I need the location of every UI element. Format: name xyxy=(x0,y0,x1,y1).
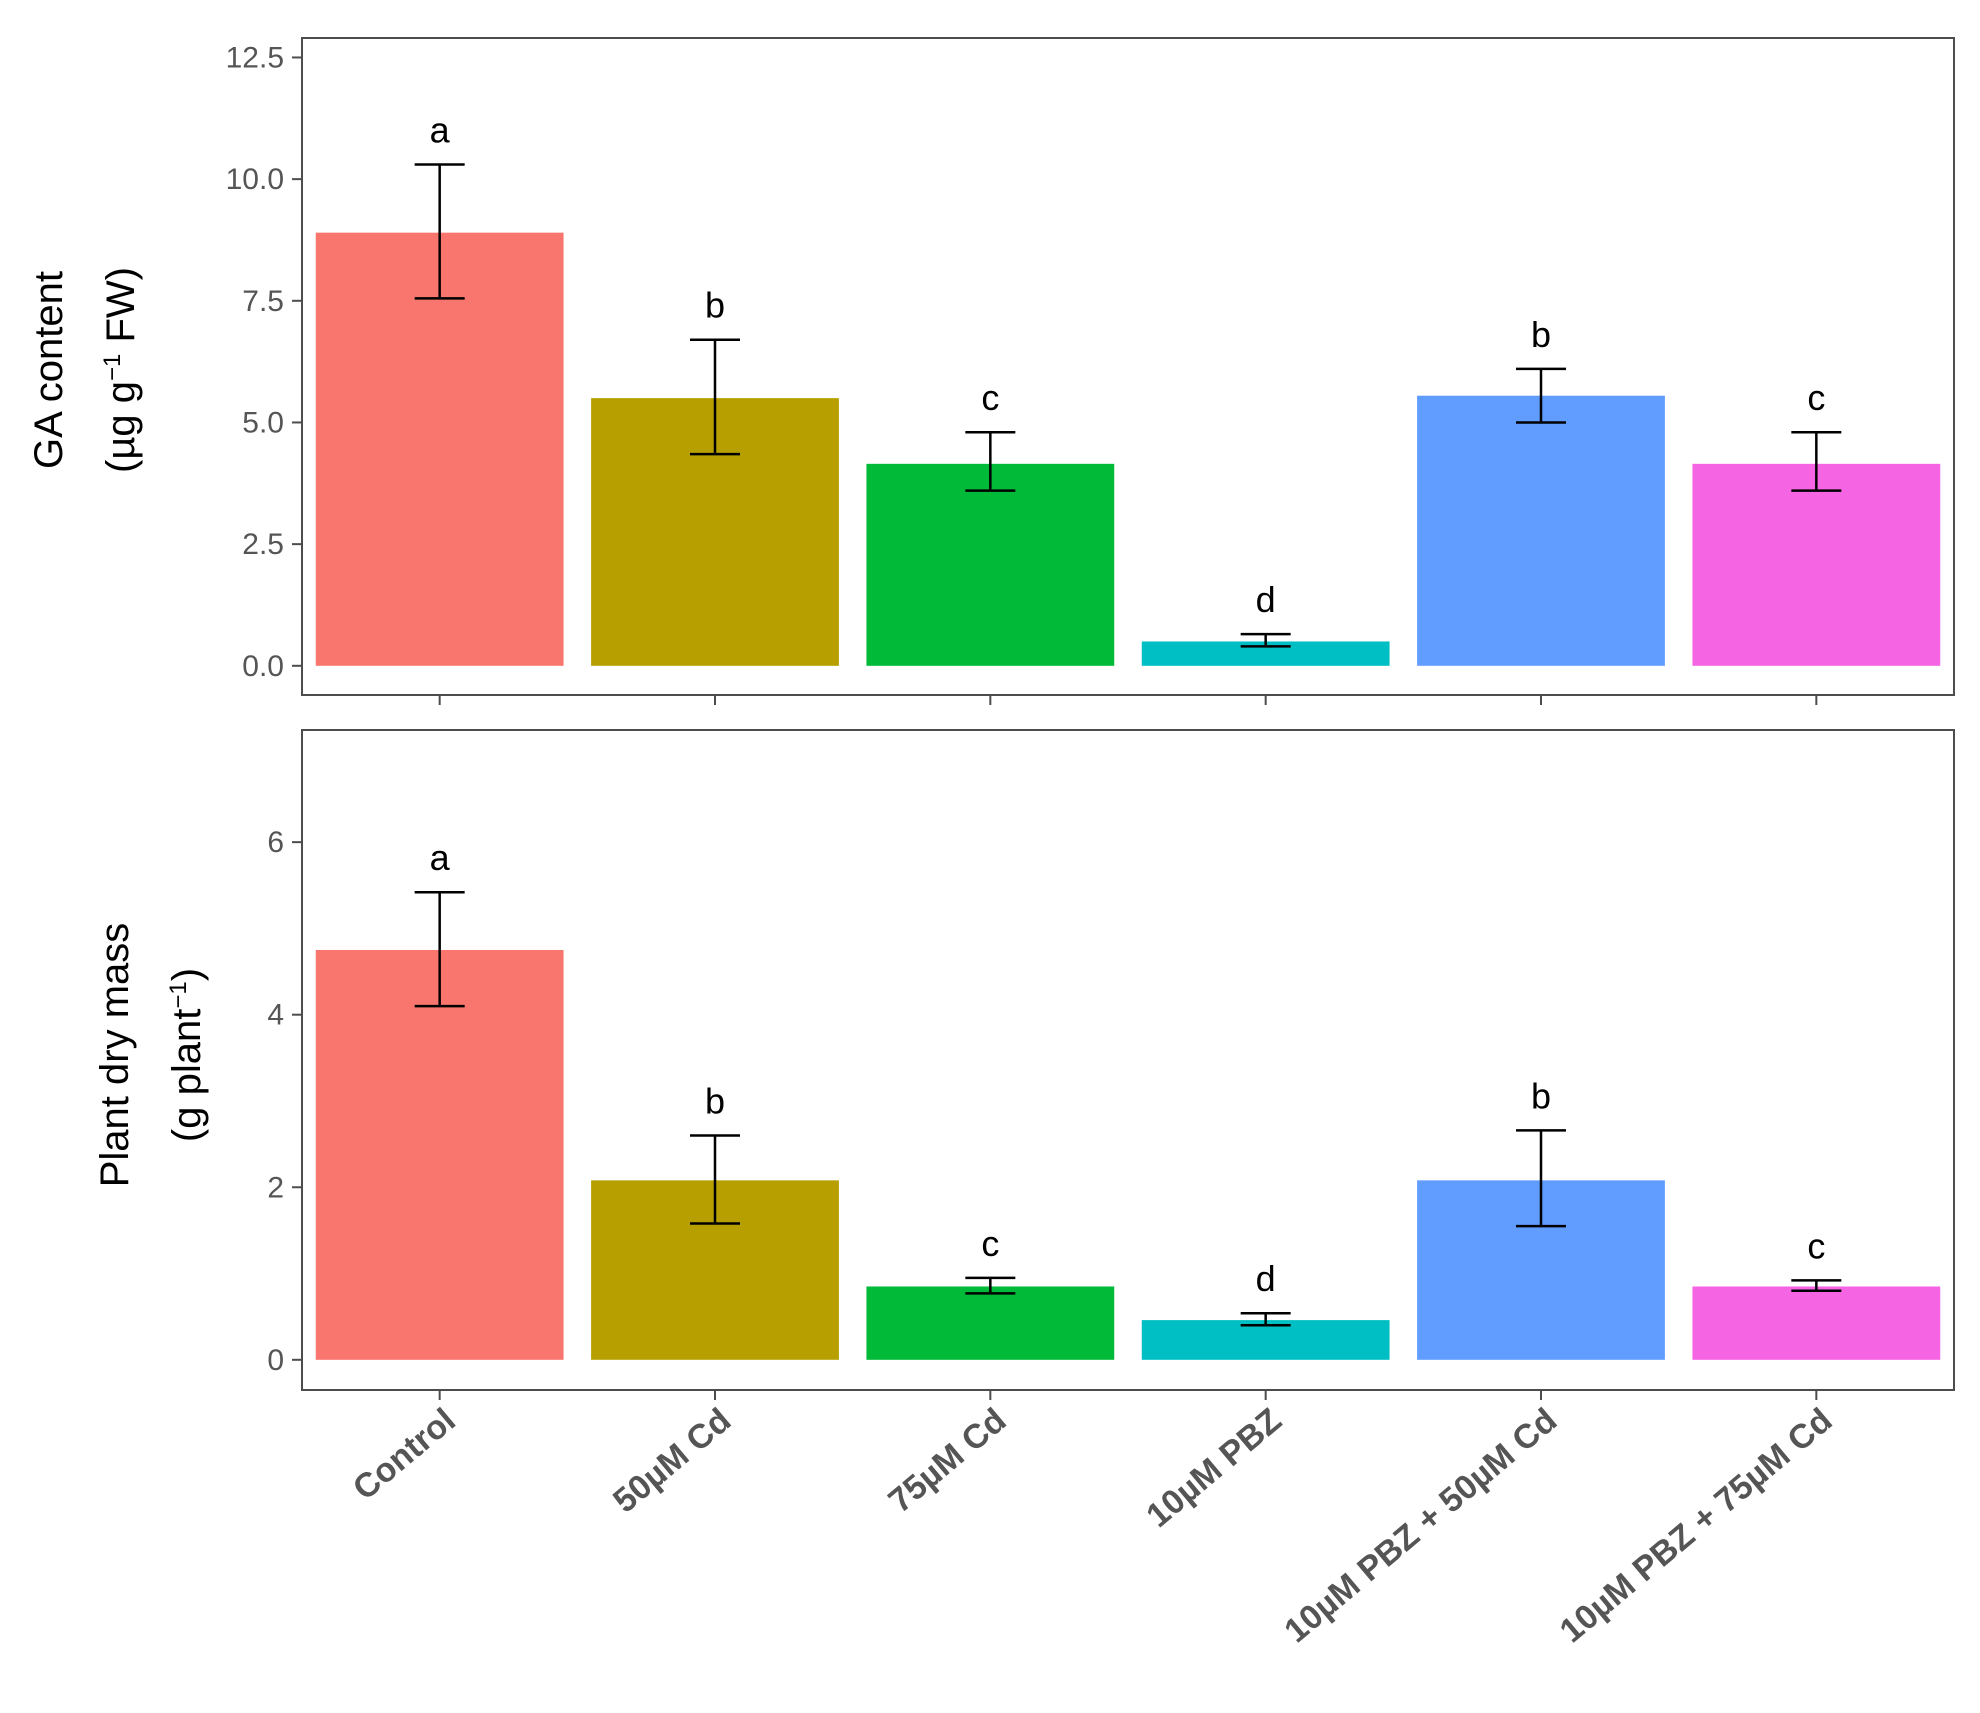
plant-dry-mass-significance-letter: c xyxy=(981,1223,999,1264)
plant-dry-mass-bar xyxy=(1141,1320,1390,1360)
plant-dry-mass-bars xyxy=(315,950,1941,1360)
ga-content-y-tick-label: 0.0 xyxy=(242,650,284,683)
plant-dry-mass-significance-letter: c xyxy=(1807,1225,1825,1266)
plant-dry-mass-bar xyxy=(1692,1286,1941,1360)
plant-dry-mass-significance-letter: b xyxy=(1531,1075,1551,1116)
plant-dry-mass-significance-letters: a b c d b c xyxy=(430,837,1826,1299)
ga-content-y-tick-label: 12.5 xyxy=(226,41,284,74)
plant-dry-mass-y-title-unit-pre: (g plant xyxy=(165,1009,209,1142)
ga-content-y-tick-label: 5.0 xyxy=(242,406,284,439)
ga-content-y-title-unit-post: FW) xyxy=(99,267,143,354)
ga-content-significance-letter: d xyxy=(1256,579,1276,620)
plant-dry-mass-y-tick-label: 6 xyxy=(267,826,284,859)
plant-dry-mass-y-tick-label: 0 xyxy=(267,1344,284,1377)
plant-dry-mass-significance-letter: b xyxy=(705,1080,725,1121)
plant-dry-mass-x-axis-ticks xyxy=(438,1390,1818,1400)
ga-content-error-bars xyxy=(414,163,1842,648)
plant-dry-mass-error-bars xyxy=(414,890,1842,1327)
ga-content-y-title-unit-sup: −1 xyxy=(99,354,126,381)
ga-content-bar xyxy=(1692,463,1941,666)
plant-dry-mass-y-tick-label: 2 xyxy=(267,1171,284,1204)
plant-dry-mass-significance-letter: a xyxy=(430,837,451,878)
ga-content-significance-letter: c xyxy=(1807,377,1825,418)
plant-dry-mass-y-title-unit-post: ) xyxy=(165,968,209,981)
plant-dry-mass-bar xyxy=(866,1286,1115,1360)
plant-dry-mass-significance-letter: d xyxy=(1256,1258,1276,1299)
plant-dry-mass-y-axis-ticks: 0 2 4 6 xyxy=(267,826,302,1377)
ga-content-bar xyxy=(1417,395,1665,666)
ga-content-significance-letters: a b c d b c xyxy=(430,110,1826,621)
ga-content-y-tick-label: 7.5 xyxy=(242,285,284,318)
ga-content-y-axis-ticks: 0.0 2.5 5.0 7.5 10.0 12.5 xyxy=(226,41,302,683)
ga-content-significance-letter: a xyxy=(430,110,451,151)
ga-content-x-axis-ticks xyxy=(438,695,1818,705)
ga-content-y-tick-label: 10.0 xyxy=(226,163,284,196)
ga-content-bar xyxy=(315,232,564,666)
ga-content-panel: 0.0 2.5 5.0 7.5 10.0 12.5 a b c d b c GA content (… xyxy=(27,37,1955,705)
ga-content-significance-letter: b xyxy=(1531,314,1551,355)
ga-content-y-axis-title-line2: (µg g−1 FW) xyxy=(99,267,143,473)
ga-content-bars xyxy=(315,232,1941,666)
plant-dry-mass-y-tick-label: 4 xyxy=(267,999,284,1032)
plant-dry-mass-bar xyxy=(315,950,564,1360)
ga-content-plot-frame xyxy=(301,37,1955,696)
ga-content-bar xyxy=(866,463,1115,666)
plant-dry-mass-y-axis-title-line2: (g plant−1) xyxy=(165,968,209,1142)
ga-content-y-tick-label: 2.5 xyxy=(242,528,284,561)
ga-content-significance-letter: b xyxy=(705,285,725,326)
plant-dry-mass-plot-frame xyxy=(301,729,1955,1391)
ga-content-y-axis-title-line1: GA content xyxy=(27,271,71,469)
plant-dry-mass-y-title-unit-sup: −1 xyxy=(165,981,192,1008)
ga-content-significance-letter: c xyxy=(981,377,999,418)
plant-dry-mass-y-axis-title-line1: Plant dry mass xyxy=(93,923,137,1188)
ga-content-y-title-unit-pre: (µg g xyxy=(99,381,143,473)
